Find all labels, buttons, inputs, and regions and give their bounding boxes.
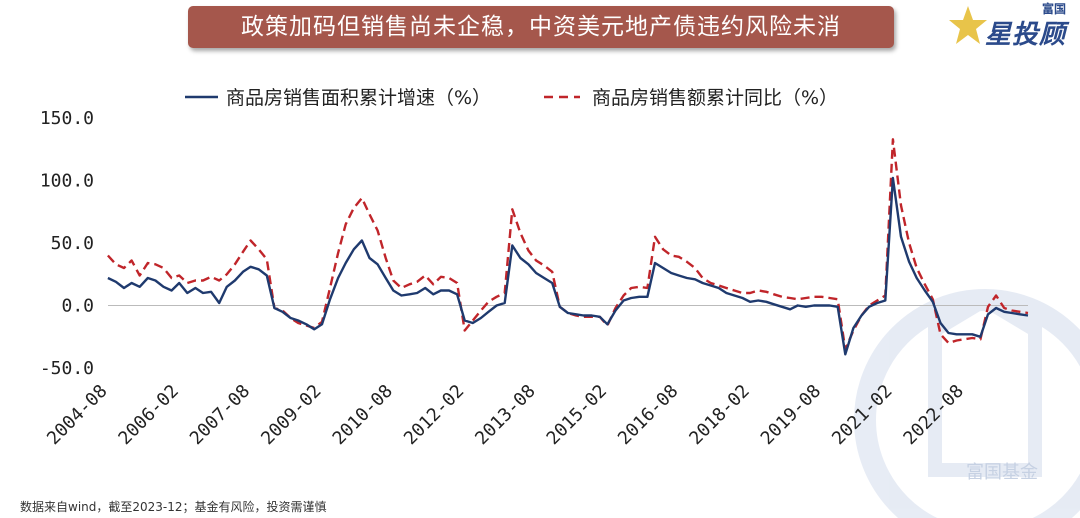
y-tick-label: 100.0 — [40, 171, 94, 192]
logo-main-text: 星投顾 — [984, 20, 1066, 50]
x-tick-label: 2015-02 — [543, 381, 611, 449]
y-tick-label: 0.0 — [61, 296, 94, 317]
x-tick-label: 2019-08 — [757, 381, 825, 449]
x-tick-label: 2010-08 — [329, 381, 397, 449]
source-note: 数据来自wind，截至2023-12；基金有风险，投资需谨慎 — [20, 500, 327, 514]
x-tick-label: 2018-02 — [685, 381, 753, 449]
x-tick-label: 2016-08 — [614, 381, 682, 449]
x-tick-label: 2009-02 — [257, 381, 325, 449]
legend: 商品房销售面积累计增速（%） 商品房销售额累计同比（%） — [185, 87, 838, 109]
brand-logo: 富国 星投顾 — [949, 0, 1072, 52]
y-tick-label: 150.0 — [40, 108, 94, 129]
series-group — [107, 138, 1029, 356]
star-icon — [949, 6, 987, 44]
legend-label-area: 商品房销售面积累计增速（%） — [226, 87, 491, 109]
y-tick-label: 50.0 — [51, 233, 94, 254]
logo-top-text: 富国 — [1041, 2, 1066, 16]
series-line-area — [107, 176, 1029, 356]
x-tick-label: 2007-08 — [186, 381, 254, 449]
y-tick-label: -50.0 — [40, 358, 94, 379]
x-tick-label: 2013-08 — [471, 381, 539, 449]
x-tick-label: 2012-02 — [400, 381, 468, 449]
x-axis: 2004-08 2006-02 2007-08 2009-02 2010-08 2012-… — [43, 381, 968, 449]
x-tick-label: 2004-08 — [43, 381, 111, 449]
chart-title-banner: 政策加码但销售尚未企稳，中资美元地产债违约风险未消 — [188, 6, 894, 48]
watermark-text: 富国基金 — [966, 462, 1038, 483]
x-tick-label: 2006-02 — [114, 381, 182, 449]
watermark-emblem — [854, 289, 1080, 518]
legend-label-sales: 商品房销售额累计同比（%） — [592, 87, 838, 109]
y-axis: 150.0 100.0 50.0 0.0 -50.0 — [40, 108, 94, 379]
series-line-sales — [107, 138, 1029, 351]
